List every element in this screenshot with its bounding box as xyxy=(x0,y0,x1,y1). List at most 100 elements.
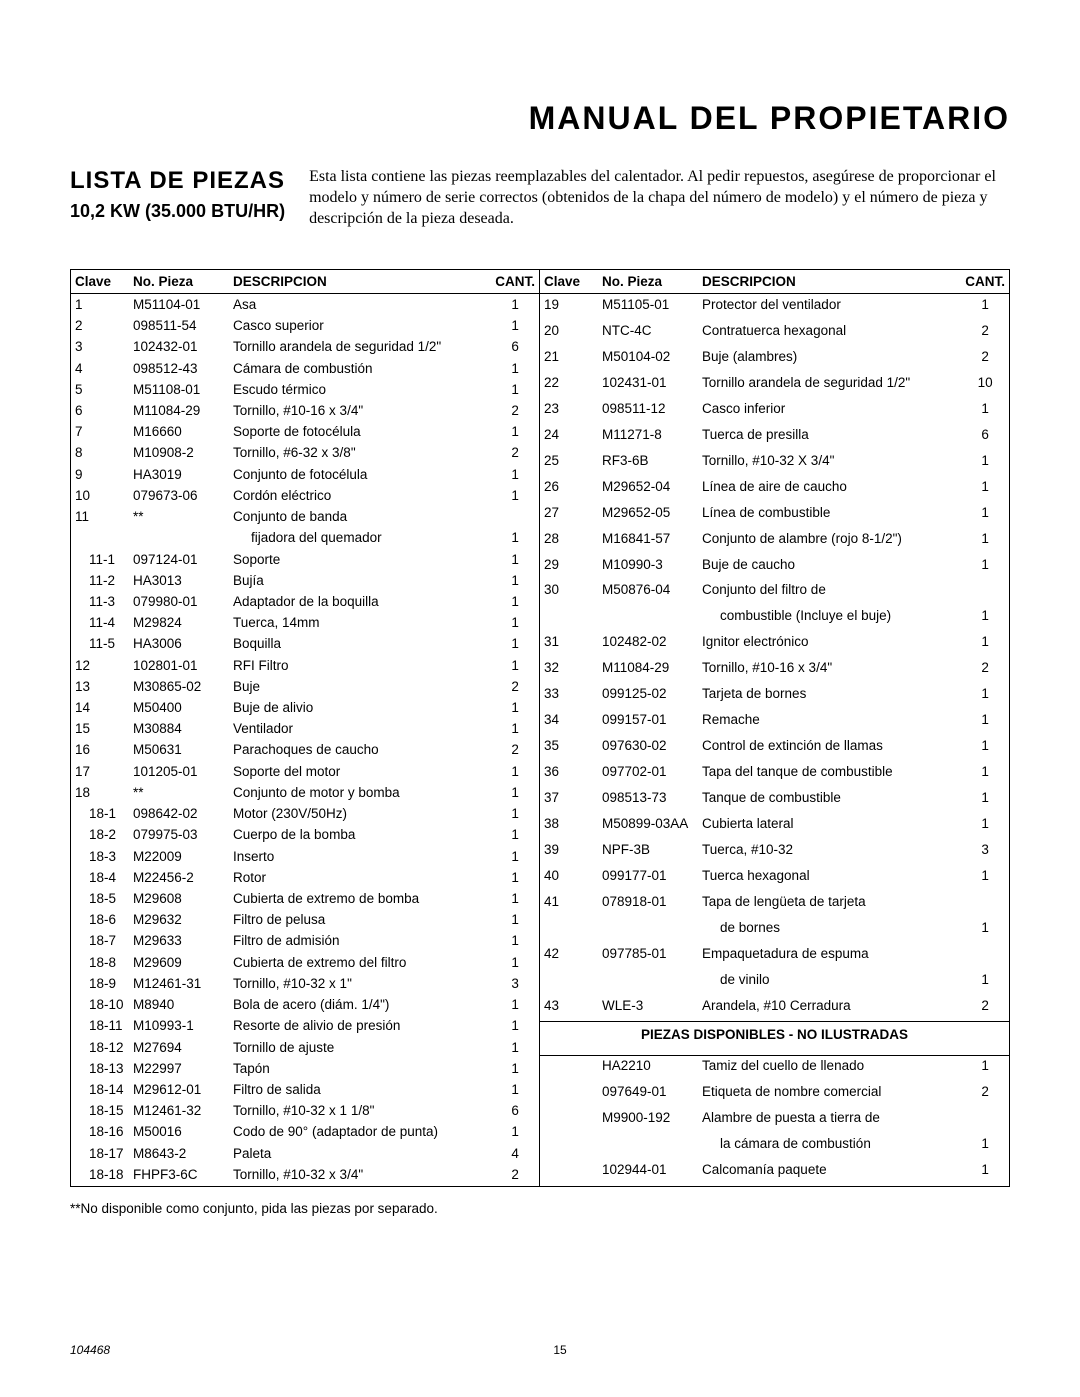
cell-qty: 1 xyxy=(961,1160,1009,1186)
cell-qty: 1 xyxy=(961,294,1009,321)
cell-clave: 4 xyxy=(71,358,129,379)
table-row: 18-16M50016Codo de 90° (adaptador de pun… xyxy=(71,1122,540,1143)
cell-part: WLE-3 xyxy=(598,995,698,1022)
cell-qty: 1 xyxy=(961,528,1009,554)
th-part: No. Pieza xyxy=(598,270,698,294)
cell-part: M16660 xyxy=(129,422,229,443)
cell-desc: Tornillo, #10-16 x 3/4" xyxy=(698,658,961,684)
cell-desc: Soporte de fotocélula xyxy=(229,422,491,443)
cell-clave: 28 xyxy=(540,528,598,554)
cell-part: M29608 xyxy=(129,889,229,910)
cell-clave: 18-14 xyxy=(71,1079,129,1100)
cell-qty: 1 xyxy=(491,549,539,570)
cell-desc: Adaptador de la boquilla xyxy=(229,591,491,612)
cell-qty: 1 xyxy=(961,684,1009,710)
table-row: 36097702-01Tapa del tanque de combustibl… xyxy=(540,762,1009,788)
cell-clave: 14 xyxy=(71,698,129,719)
cell-clave: 18-3 xyxy=(71,846,129,867)
cell-qty: 1 xyxy=(491,655,539,676)
cell-part: 102482-02 xyxy=(598,632,698,658)
cell-qty: 1 xyxy=(491,846,539,867)
table-row: 18-9M12461-31Tornillo, #10-32 x 1"3 xyxy=(71,973,540,994)
cell-qty: 1 xyxy=(961,476,1009,502)
cell-clave: 18-7 xyxy=(71,931,129,952)
cell-clave: 40 xyxy=(540,865,598,891)
cell-desc: Buje xyxy=(229,676,491,697)
cell-qty: 1 xyxy=(961,917,1009,943)
table-row: 18-4M22456-2Rotor1 xyxy=(71,867,540,888)
cell-desc: Tornillo, #10-32 X 3/4" xyxy=(698,450,961,476)
cell-clave xyxy=(71,528,129,549)
cell-desc: Tamiz del cuello de llenado xyxy=(698,1055,961,1082)
cell-qty xyxy=(961,943,1009,969)
cell-clave: 33 xyxy=(540,684,598,710)
cell-qty: 1 xyxy=(491,931,539,952)
cell-clave: 11-1 xyxy=(71,549,129,570)
cell-part: M51104-01 xyxy=(129,294,229,316)
cell-clave: 18-1 xyxy=(71,804,129,825)
cell-part xyxy=(129,528,229,549)
cell-desc: Tornillo, #10-32 x 3/4" xyxy=(229,1164,491,1185)
table-row: 18-6M29632Filtro de pelusa1 xyxy=(71,910,540,931)
cell-desc: Filtro de salida xyxy=(229,1079,491,1100)
table-row: 18-3M22009Inserto1 xyxy=(71,846,540,867)
cell-desc: Ignitor electrónico xyxy=(698,632,961,658)
cell-clave: 7 xyxy=(71,422,129,443)
table-row: 37098513-73Tanque de combustible1 xyxy=(540,788,1009,814)
th-desc: DESCRIPCION xyxy=(229,270,491,294)
cell-clave: 11-4 xyxy=(71,613,129,634)
cell-desc: fijadora del quemador xyxy=(229,528,491,549)
cell-desc: Cubierta de extremo del filtro xyxy=(229,952,491,973)
cell-desc: Tanque de combustible xyxy=(698,788,961,814)
cell-desc: Tuerca, #10-32 xyxy=(698,840,961,866)
cell-part: FHPF3-6C xyxy=(129,1164,229,1185)
cell-part: M11271-8 xyxy=(598,424,698,450)
cell-part: ** xyxy=(129,782,229,803)
cell-part: HA3006 xyxy=(129,634,229,655)
cell-clave: 11-3 xyxy=(71,591,129,612)
cell-desc: Cordón eléctrico xyxy=(229,485,491,506)
table-row: 6M11084-29Tornillo, #10-16 x 3/4"2 xyxy=(71,400,540,421)
cell-qty: 1 xyxy=(491,570,539,591)
cell-qty: 1 xyxy=(961,710,1009,736)
cell-qty: 1 xyxy=(961,1055,1009,1082)
cell-part: 102431-01 xyxy=(598,372,698,398)
table-row: 30M50876-04Conjunto del filtro de xyxy=(540,580,1009,606)
cell-part: 102432-01 xyxy=(129,337,229,358)
th-clave: Clave xyxy=(540,270,598,294)
table-row: 17101205-01Soporte del motor1 xyxy=(71,761,540,782)
cell-clave: 18-5 xyxy=(71,889,129,910)
cell-clave: 23 xyxy=(540,398,598,424)
cell-part: 097124-01 xyxy=(129,549,229,570)
cell-qty: 2 xyxy=(491,676,539,697)
cell-desc: Paleta xyxy=(229,1143,491,1164)
cell-clave: 22 xyxy=(540,372,598,398)
cell-part: M51108-01 xyxy=(129,379,229,400)
cell-clave: 30 xyxy=(540,580,598,606)
cell-desc: Tuerca hexagonal xyxy=(698,865,961,891)
cell-qty: 2 xyxy=(961,320,1009,346)
cell-qty: 1 xyxy=(961,788,1009,814)
cell-part: RF3-6B xyxy=(598,450,698,476)
cell-desc: Línea de aire de caucho xyxy=(698,476,961,502)
table-row: 13M30865-02Buje2 xyxy=(71,676,540,697)
cell-clave: 12 xyxy=(71,655,129,676)
table-row: 18-14M29612-01Filtro de salida1 xyxy=(71,1079,540,1100)
cell-clave: 20 xyxy=(540,320,598,346)
cell-part: M27694 xyxy=(129,1037,229,1058)
parts-table-right: Clave No. Pieza DESCRIPCION CANT. 19M511… xyxy=(540,270,1009,1185)
cell-part: M29633 xyxy=(129,931,229,952)
cell-clave: 18-4 xyxy=(71,867,129,888)
cell-clave xyxy=(540,606,598,632)
cell-part: 098511-12 xyxy=(598,398,698,424)
cell-clave: 32 xyxy=(540,658,598,684)
parts-tables: Clave No. Pieza DESCRIPCION CANT. 1M5110… xyxy=(70,269,1010,1186)
cell-clave xyxy=(540,1055,598,1082)
th-desc: DESCRIPCION xyxy=(698,270,961,294)
table-row: M9900-192Alambre de puesta a tierra de xyxy=(540,1108,1009,1134)
cell-part: 078918-01 xyxy=(598,891,698,917)
cell-qty: 1 xyxy=(961,502,1009,528)
table-row: 18-2079975-03Cuerpo de la bomba1 xyxy=(71,825,540,846)
cell-clave: 18 xyxy=(71,782,129,803)
table-row: 25RF3-6BTornillo, #10-32 X 3/4"1 xyxy=(540,450,1009,476)
